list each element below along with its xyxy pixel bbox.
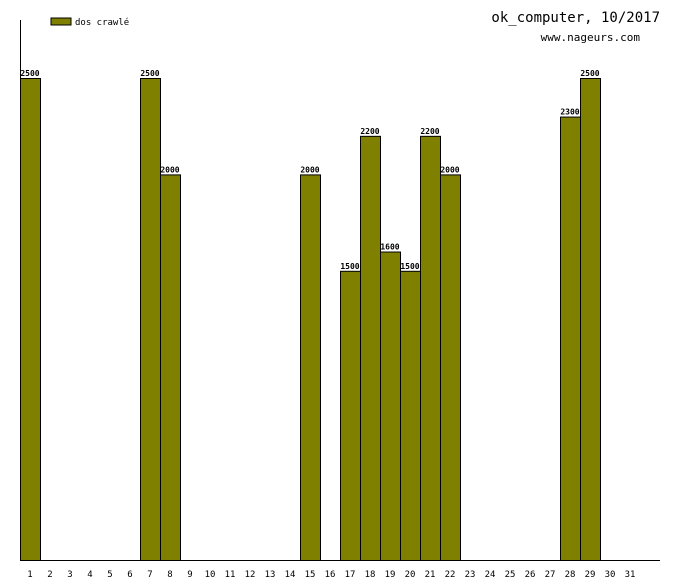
bar — [160, 174, 181, 561]
bar — [440, 174, 461, 561]
x-tick-label: 1 — [27, 570, 32, 580]
x-tick-labels: 1 2 3 4 5 6 7 8 9 10 11 12 13 14 15 16 17 18 19 20 21 22 23 24 2… — [27, 570, 635, 580]
bar-value-label: 1500 — [400, 262, 419, 271]
bar-value-label: 2500 — [20, 69, 39, 78]
x-tick-label: 11 — [225, 570, 236, 580]
bar-value-label: 2000 — [300, 165, 319, 174]
bar-value-label: 2000 — [160, 165, 179, 174]
bar-value-label: 2500 — [140, 69, 159, 78]
x-tick-label: 24 — [485, 570, 496, 580]
x-tick-label: 25 — [505, 570, 516, 580]
x-tick-label: 10 — [205, 570, 216, 580]
x-tick-label: 31 — [625, 570, 636, 580]
x-tick-label: 4 — [87, 570, 92, 580]
legend: dos crawlé — [50, 17, 129, 28]
bar-value-label: 2000 — [440, 165, 459, 174]
x-tick-label: 18 — [365, 570, 376, 580]
chart-title: ok_computer, 10/2017 — [491, 10, 660, 26]
x-tick-label: 27 — [545, 570, 556, 580]
bar — [420, 135, 441, 561]
x-tick-label: 21 — [425, 570, 436, 580]
bar — [20, 78, 41, 561]
x-tick-label: 6 — [127, 570, 132, 580]
bar — [360, 135, 381, 561]
x-tick-label: 17 — [345, 570, 356, 580]
bars-group: 2500 2500 2000 2000 1500 2200 1600 1500 2200 2000… — [20, 69, 601, 562]
chart-subtitle: www.nageurs.com — [541, 31, 641, 44]
bar-value-label: 2200 — [420, 127, 439, 136]
bar-value-label: 1500 — [340, 262, 359, 271]
x-tick-label: 15 — [305, 570, 316, 580]
bar-value-label: 2200 — [360, 127, 379, 136]
x-tick-label: 20 — [405, 570, 416, 580]
x-tick-label: 19 — [385, 570, 396, 580]
bar — [340, 270, 361, 561]
x-tick-label: 28 — [565, 570, 576, 580]
x-tick-label: 14 — [285, 570, 296, 580]
x-tick-label: 16 — [325, 570, 336, 580]
x-tick-label: 7 — [147, 570, 152, 580]
legend-label: dos crawlé — [75, 17, 129, 28]
x-tick-label: 8 — [167, 570, 172, 580]
bar — [380, 251, 401, 562]
legend-swatch — [50, 17, 72, 26]
x-tick-label: 5 — [107, 570, 112, 580]
bar — [580, 78, 601, 561]
bar — [560, 116, 581, 561]
x-tick-label: 9 — [187, 570, 192, 580]
x-tick-label: 26 — [525, 570, 536, 580]
bar — [400, 270, 421, 561]
bar — [300, 174, 321, 561]
x-tick-label: 3 — [67, 570, 72, 580]
bar-value-label: 1600 — [380, 243, 399, 252]
x-tick-label: 30 — [605, 570, 616, 580]
bar-value-label: 2500 — [580, 69, 599, 78]
x-tick-label: 29 — [585, 570, 596, 580]
bar — [140, 78, 161, 561]
x-tick-label: 23 — [465, 570, 476, 580]
x-tick-label: 22 — [445, 570, 456, 580]
bar-value-label: 2300 — [560, 108, 579, 117]
x-tick-label: 13 — [265, 570, 276, 580]
x-tick-label: 2 — [47, 570, 52, 580]
x-tick-label: 12 — [245, 570, 256, 580]
